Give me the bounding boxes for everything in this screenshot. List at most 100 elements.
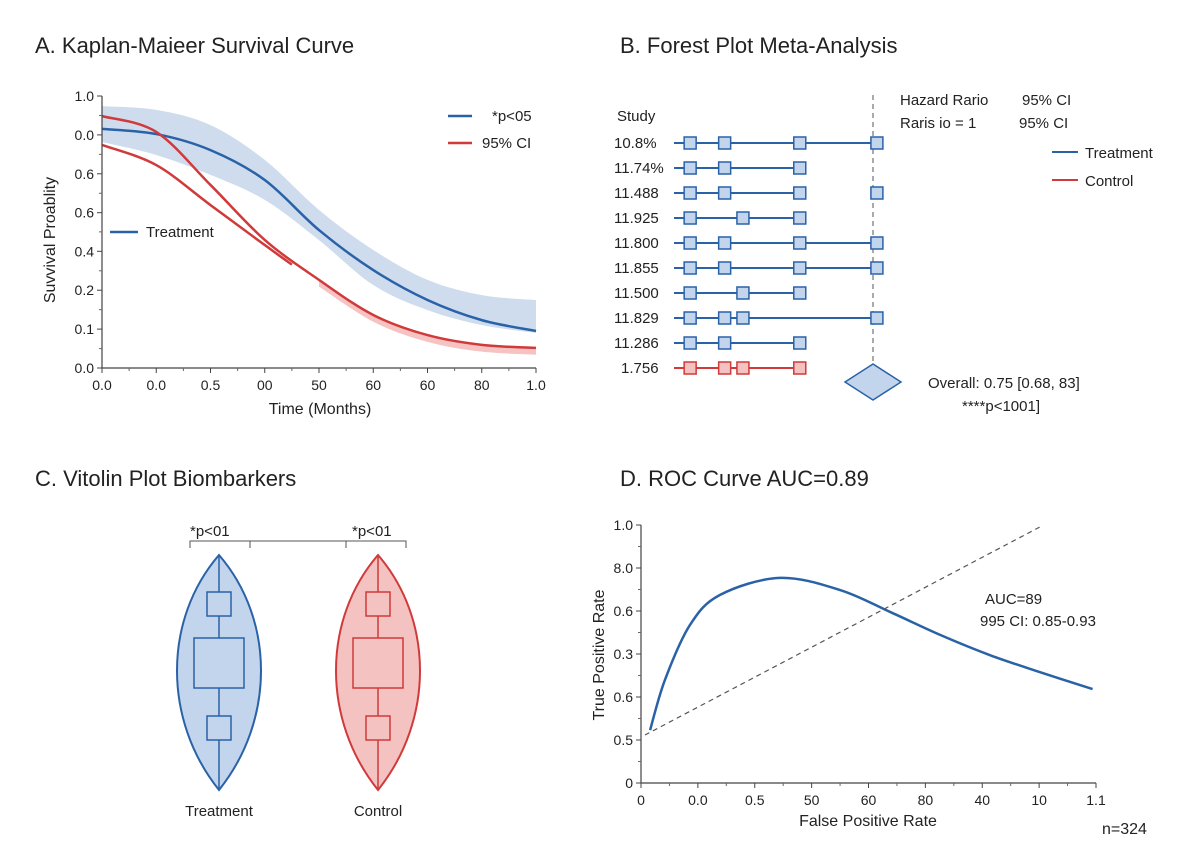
effect-marker (683, 286, 697, 300)
forest-row: 11.829 (614, 310, 884, 327)
panel-d: D. ROC Curve AUC=0.89 0 0.0 0.5 50 60 80 40 10 1… (591, 466, 1147, 838)
effect-marker (683, 311, 697, 325)
header-ci-2: 95% CI (1019, 115, 1068, 132)
forest-row: 11.855 (614, 260, 884, 277)
effect-marker (683, 161, 697, 175)
group-label-treatment: Treatment (185, 803, 254, 820)
forest-row: 11.488 (614, 185, 884, 202)
panel-b: B. Forest Plot Meta-Analysis Study Hazar… (614, 33, 1154, 415)
legend-label-treatment: Treatment (1085, 145, 1154, 162)
effect-marker (717, 161, 732, 175)
panel-a: A. Kaplan-Maieer Survival Curve 0.0 0.0 0.… (35, 33, 546, 418)
series-line-2 (101, 143, 293, 266)
y-tick-label: 0.6 (75, 166, 95, 182)
y-tick-label: 0.6 (614, 689, 634, 705)
y-tick-label: 0.0 (75, 127, 95, 143)
effect-marker (793, 161, 807, 175)
effect-marker (683, 261, 697, 275)
study-label: 11.500 (614, 285, 659, 302)
n-label: n=324 (1102, 821, 1147, 838)
header-hazard-ratio: Hazard Rario (900, 92, 988, 109)
effect-marker (717, 336, 732, 350)
effect-marker (736, 286, 750, 300)
forest-row: 11.500 (614, 285, 807, 302)
effect-marker (793, 336, 807, 350)
effect-marker (793, 261, 807, 275)
effect-marker (717, 361, 732, 375)
effect-marker (683, 236, 697, 250)
effect-marker (870, 136, 884, 150)
effect-marker (793, 236, 807, 250)
lower-box (206, 715, 232, 741)
y-tick-label: 0.0 (75, 360, 95, 376)
effect-marker (683, 136, 697, 150)
overall-text: Overall: 0.75 [0.68, 83] (928, 375, 1080, 392)
effect-marker (683, 186, 697, 200)
x-tick-label: 0.0 (688, 792, 708, 808)
header-ci-1: 95% CI (1022, 92, 1071, 109)
effect-marker (717, 311, 732, 325)
ci-band (102, 106, 536, 333)
effect-marker (683, 361, 697, 375)
y-tick-label: 0.6 (75, 205, 95, 221)
x-tick-label: 60 (861, 792, 877, 808)
iqr-box (193, 637, 245, 689)
effect-marker (793, 361, 807, 375)
legend-label-p: *p<05 (492, 108, 532, 125)
x-tick-label: 1.0 (526, 377, 546, 393)
effect-marker (717, 136, 732, 150)
study-label: 11.74% (614, 160, 664, 177)
effect-marker (717, 236, 732, 250)
study-label: 11.800 (614, 235, 659, 252)
effect-marker (870, 236, 884, 250)
y-tick-label: 1.0 (75, 88, 95, 104)
upper-box (365, 591, 391, 617)
study-label: 11.925 (614, 210, 659, 227)
y-tick-label: 0 (625, 775, 633, 791)
effect-marker (736, 361, 750, 375)
forest-row: 11.925 (614, 210, 807, 227)
significance-bracket (189, 540, 407, 548)
effect-marker (793, 211, 807, 225)
x-tick-label: 10 (1031, 792, 1047, 808)
x-tick-label: 0.0 (92, 377, 112, 393)
x-tick-label: 60 (420, 377, 436, 393)
y-tick-label: 0.3 (614, 646, 634, 662)
effect-marker (717, 261, 732, 275)
forest-row: 10.8% (614, 135, 884, 152)
panel-d-axes: 0 0.0 0.5 50 60 80 40 10 1.1 0 0.5 0.6 0.3 0.6 8.0 1.0 (614, 517, 1106, 808)
x-axis-label: False Positive Rate (799, 813, 937, 830)
forest-row: 11.800 (614, 235, 884, 252)
effect-marker (736, 311, 750, 325)
overall-diamond (843, 363, 903, 401)
overall-p-text: ****p<1001] (962, 398, 1040, 415)
panel-a-axes: 0.0 0.0 0.5 00 50 60 60 80 1.00.00.10.20.40.60.6… (75, 88, 546, 393)
study-header: Study (617, 108, 656, 125)
y-tick-label: 0.5 (614, 732, 634, 748)
x-tick-label: 0.5 (201, 377, 221, 393)
group-label-control: Control (354, 803, 402, 820)
forest-row: 1.756 (621, 360, 807, 377)
effect-marker (793, 136, 807, 150)
legend-label-control: Control (1085, 173, 1133, 190)
study-label: 1.756 (621, 360, 659, 377)
violin-treatment (176, 553, 262, 792)
header-ratio-1: Raris io = 1 (900, 115, 976, 132)
series-line-0 (101, 127, 537, 333)
x-tick-label: 50 (804, 792, 820, 808)
panel-c: C. Vitolin Plot Biombarkers *p<01 *p<01 … (35, 466, 421, 820)
panel-a-title: A. Kaplan-Maieer Survival Curve (35, 33, 354, 58)
forest-rows: 10.8% 11.74% 11.488 11.925 11.800 11.855 11.50… (614, 135, 884, 377)
inline-legend-label: Treatment (146, 224, 215, 241)
effect-marker (793, 286, 807, 300)
iqr-box (352, 637, 404, 689)
lower-box (365, 715, 391, 741)
x-tick-label: 00 (257, 377, 273, 393)
series-line-1 (101, 114, 537, 350)
x-tick-label: 50 (311, 377, 327, 393)
panel-b-title: B. Forest Plot Meta-Analysis (620, 33, 898, 58)
x-tick-label: 1.1 (1086, 792, 1106, 808)
violin-control (335, 553, 421, 792)
legend-label-ci: 95% CI (482, 135, 531, 152)
